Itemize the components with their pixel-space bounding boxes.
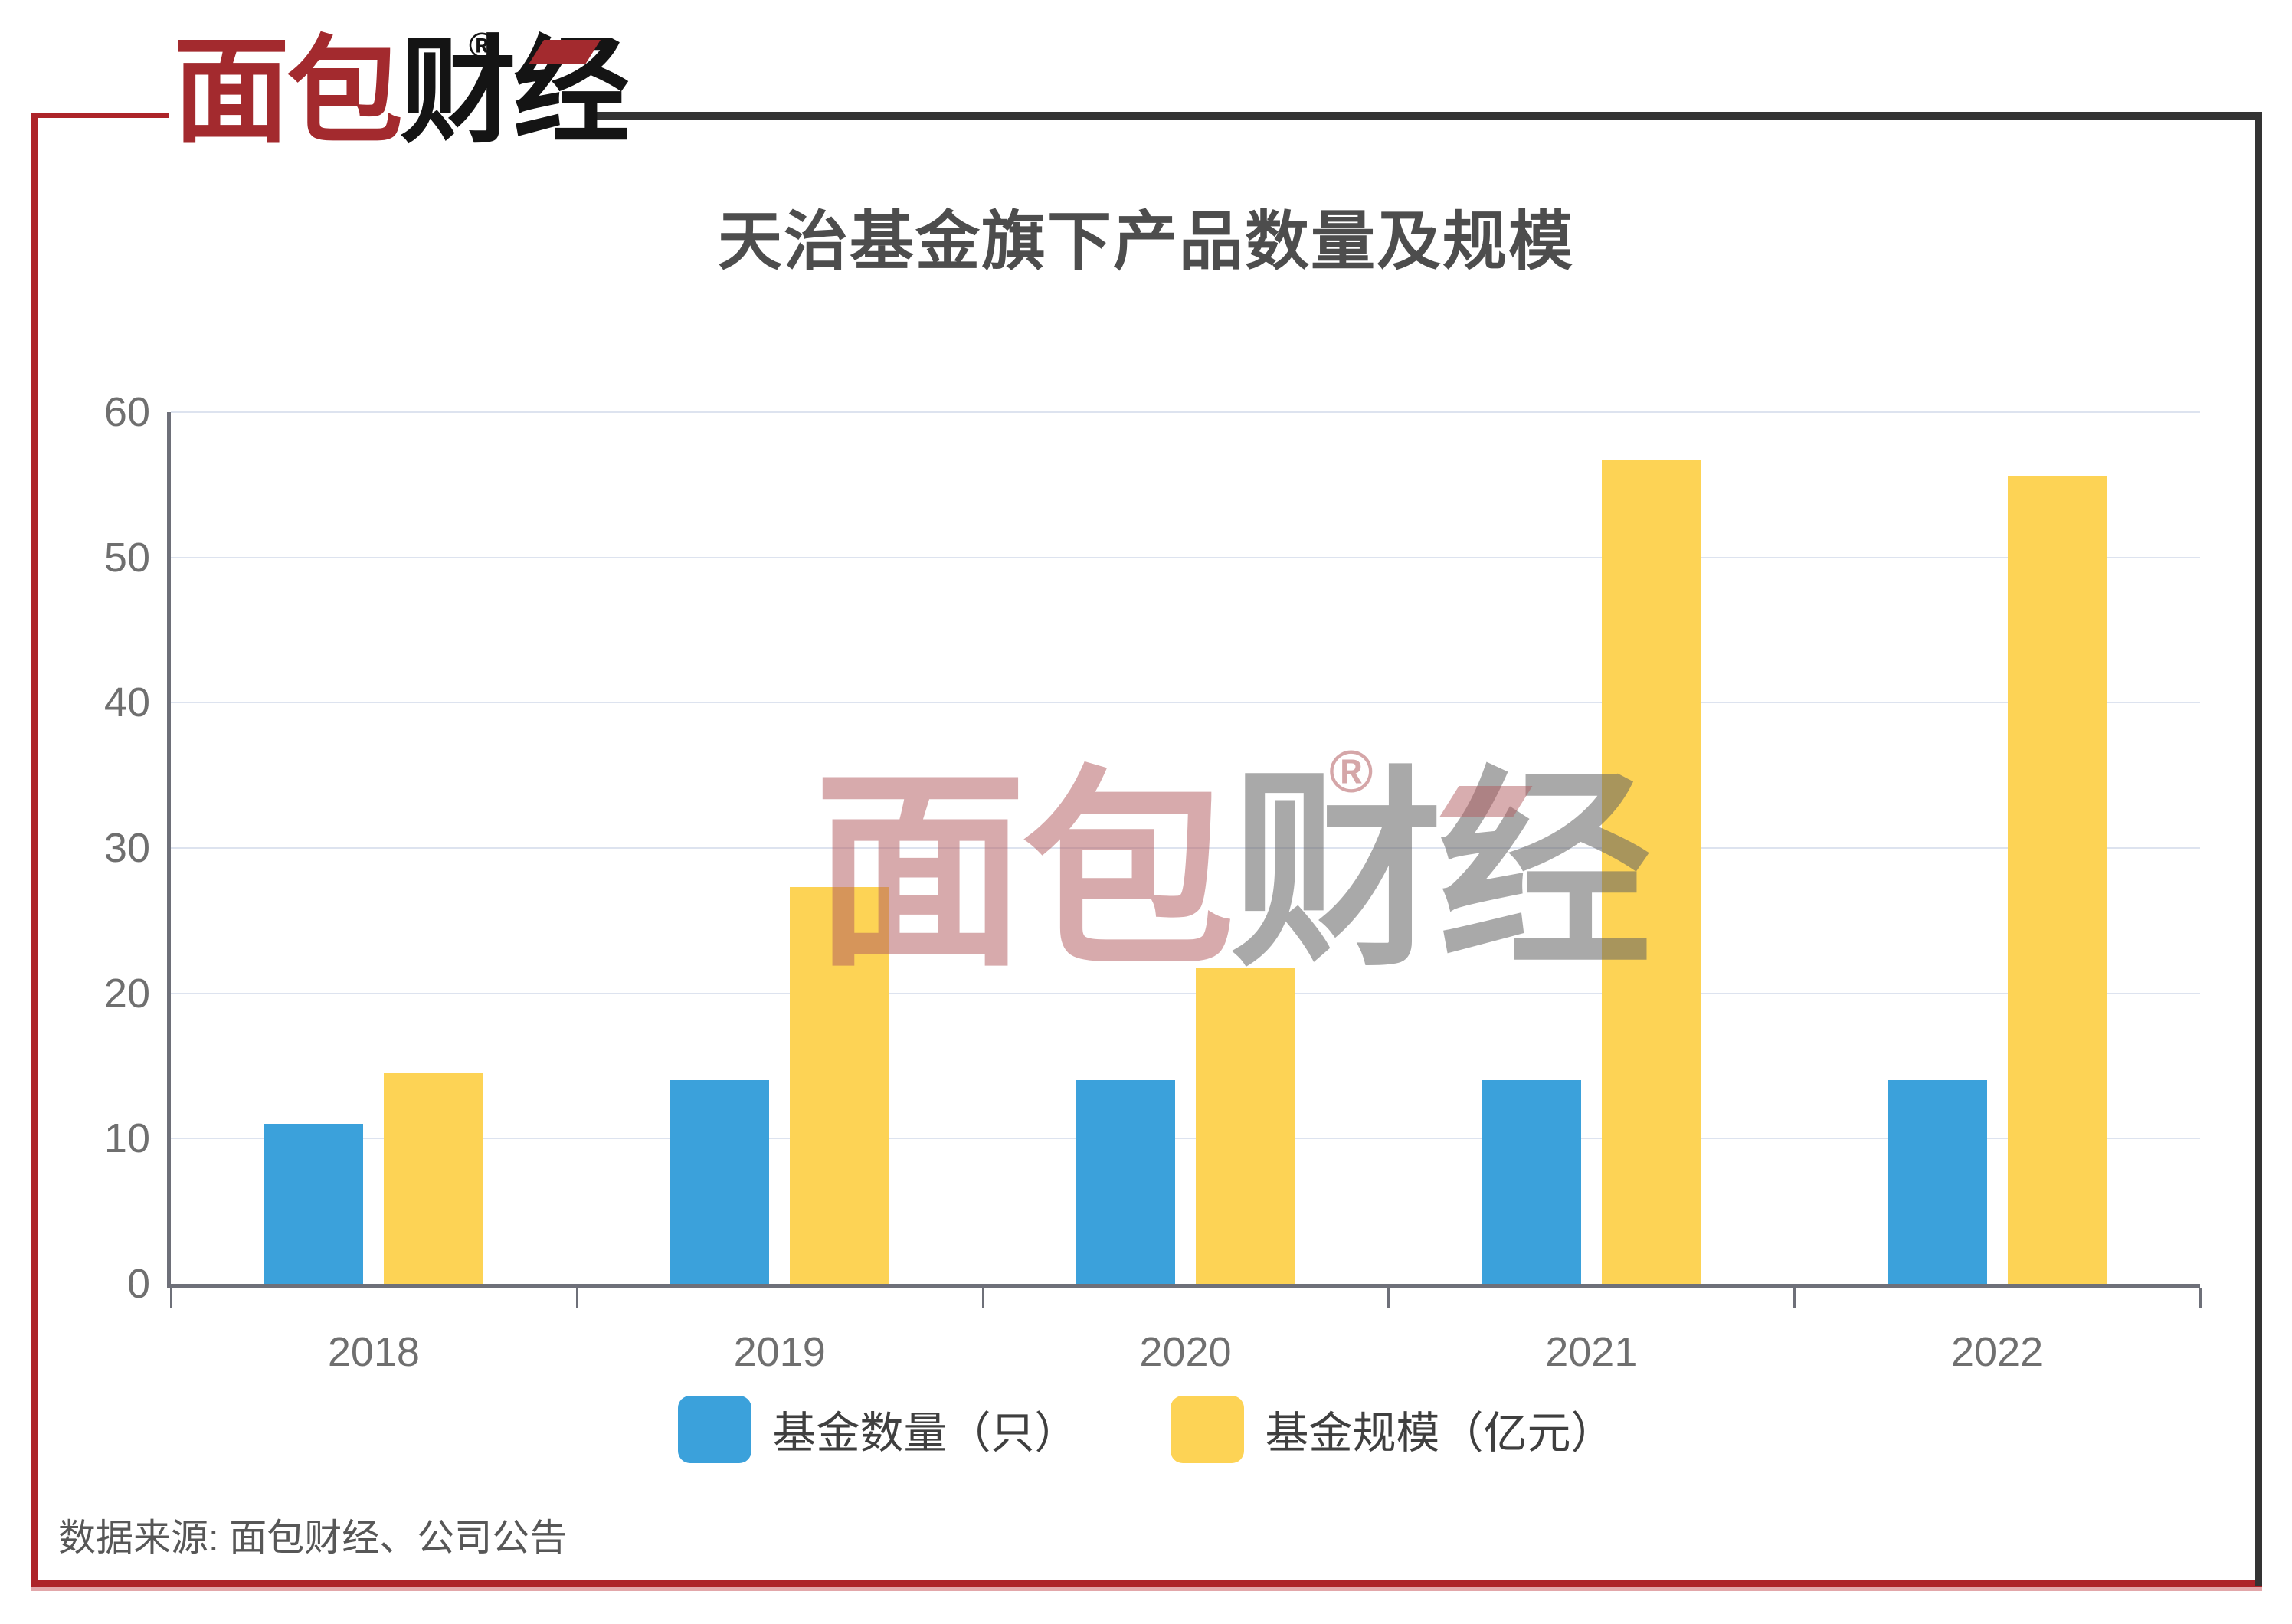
- y-axis-tick-label-50: 50: [103, 534, 150, 581]
- bar-2021-series-0[interactable]: [1481, 1080, 1581, 1284]
- bar-2020-series-1[interactable]: [1196, 968, 1295, 1284]
- bar-2022-series-1[interactable]: [2007, 476, 2107, 1284]
- bar-2022-series-0[interactable]: [1887, 1080, 1987, 1284]
- x-axis-tick: [575, 1288, 578, 1308]
- gridline-y-50: [171, 556, 2200, 558]
- x-axis-tick: [1387, 1288, 1390, 1308]
- x-axis-category-label-2018: 2018: [327, 1329, 420, 1375]
- chart-legend: 基金数量（只） 基金规模（亿元）: [0, 1396, 2292, 1463]
- x-axis-category-label-2019: 2019: [733, 1329, 826, 1375]
- frame-bottom-border: [31, 1580, 2262, 1587]
- brand-logo-red-text: 面包: [173, 27, 403, 157]
- plot-area: 0 10 20 30 40 50 60 2018 2019 2020 2021 2022: [104, 391, 2202, 1375]
- y-axis-tick-label-20: 20: [103, 970, 150, 1017]
- x-axis-category-label-2020: 2020: [1139, 1329, 1232, 1375]
- chart-title: 天治基金旗下产品数量及规模: [717, 205, 1574, 277]
- gridline-y-10: [171, 1138, 2200, 1140]
- bar-2019-series-1[interactable]: [790, 887, 890, 1284]
- y-axis-tick-label-60: 60: [103, 389, 150, 435]
- bar-2018-series-1[interactable]: [384, 1072, 484, 1284]
- gridline-y-20: [171, 992, 2200, 994]
- legend-swatch-1: [1170, 1396, 1244, 1463]
- legend-label-1: 基金规模（亿元）: [1265, 1409, 1615, 1458]
- x-axis-tick: [1793, 1288, 1796, 1308]
- registered-trademark-icon: ®: [469, 25, 495, 65]
- legend-item-0[interactable]: 基金数量（只）: [677, 1396, 1079, 1463]
- bar-2019-series-0[interactable]: [670, 1080, 770, 1284]
- bar-2018-series-0[interactable]: [264, 1124, 364, 1284]
- x-axis-tick: [981, 1288, 984, 1308]
- frame-right-border: [2255, 112, 2262, 1586]
- frame-top-red-segment: [31, 113, 169, 118]
- y-axis-tick-label-30: 30: [103, 825, 150, 871]
- y-axis-tick-label-10: 10: [103, 1115, 150, 1162]
- gridline-y-60: [171, 411, 2200, 413]
- legend-item-1[interactable]: 基金规模（亿元）: [1170, 1396, 1615, 1463]
- legend-label-0: 基金数量（只）: [772, 1409, 1079, 1458]
- y-axis-tick-label-0: 0: [126, 1261, 150, 1307]
- frame-left-border: [31, 113, 38, 1587]
- bar-2020-series-0[interactable]: [1076, 1080, 1175, 1284]
- gridline-y-40: [171, 702, 2200, 704]
- bar-2021-series-1[interactable]: [1601, 460, 1701, 1284]
- legend-swatch-0: [677, 1396, 751, 1463]
- x-axis-category-label-2021: 2021: [1545, 1329, 1638, 1375]
- frame-top-dark-segment: [594, 112, 2262, 120]
- y-axis-tick-label-40: 40: [103, 679, 150, 726]
- x-axis-tick: [170, 1288, 172, 1308]
- data-source-note: 数据来源: 面包财经、公司公告: [58, 1518, 568, 1559]
- gridline-y-30: [171, 847, 2200, 849]
- x-axis-tick: [2199, 1288, 2202, 1308]
- x-axis-category-label-2022: 2022: [1951, 1329, 2044, 1375]
